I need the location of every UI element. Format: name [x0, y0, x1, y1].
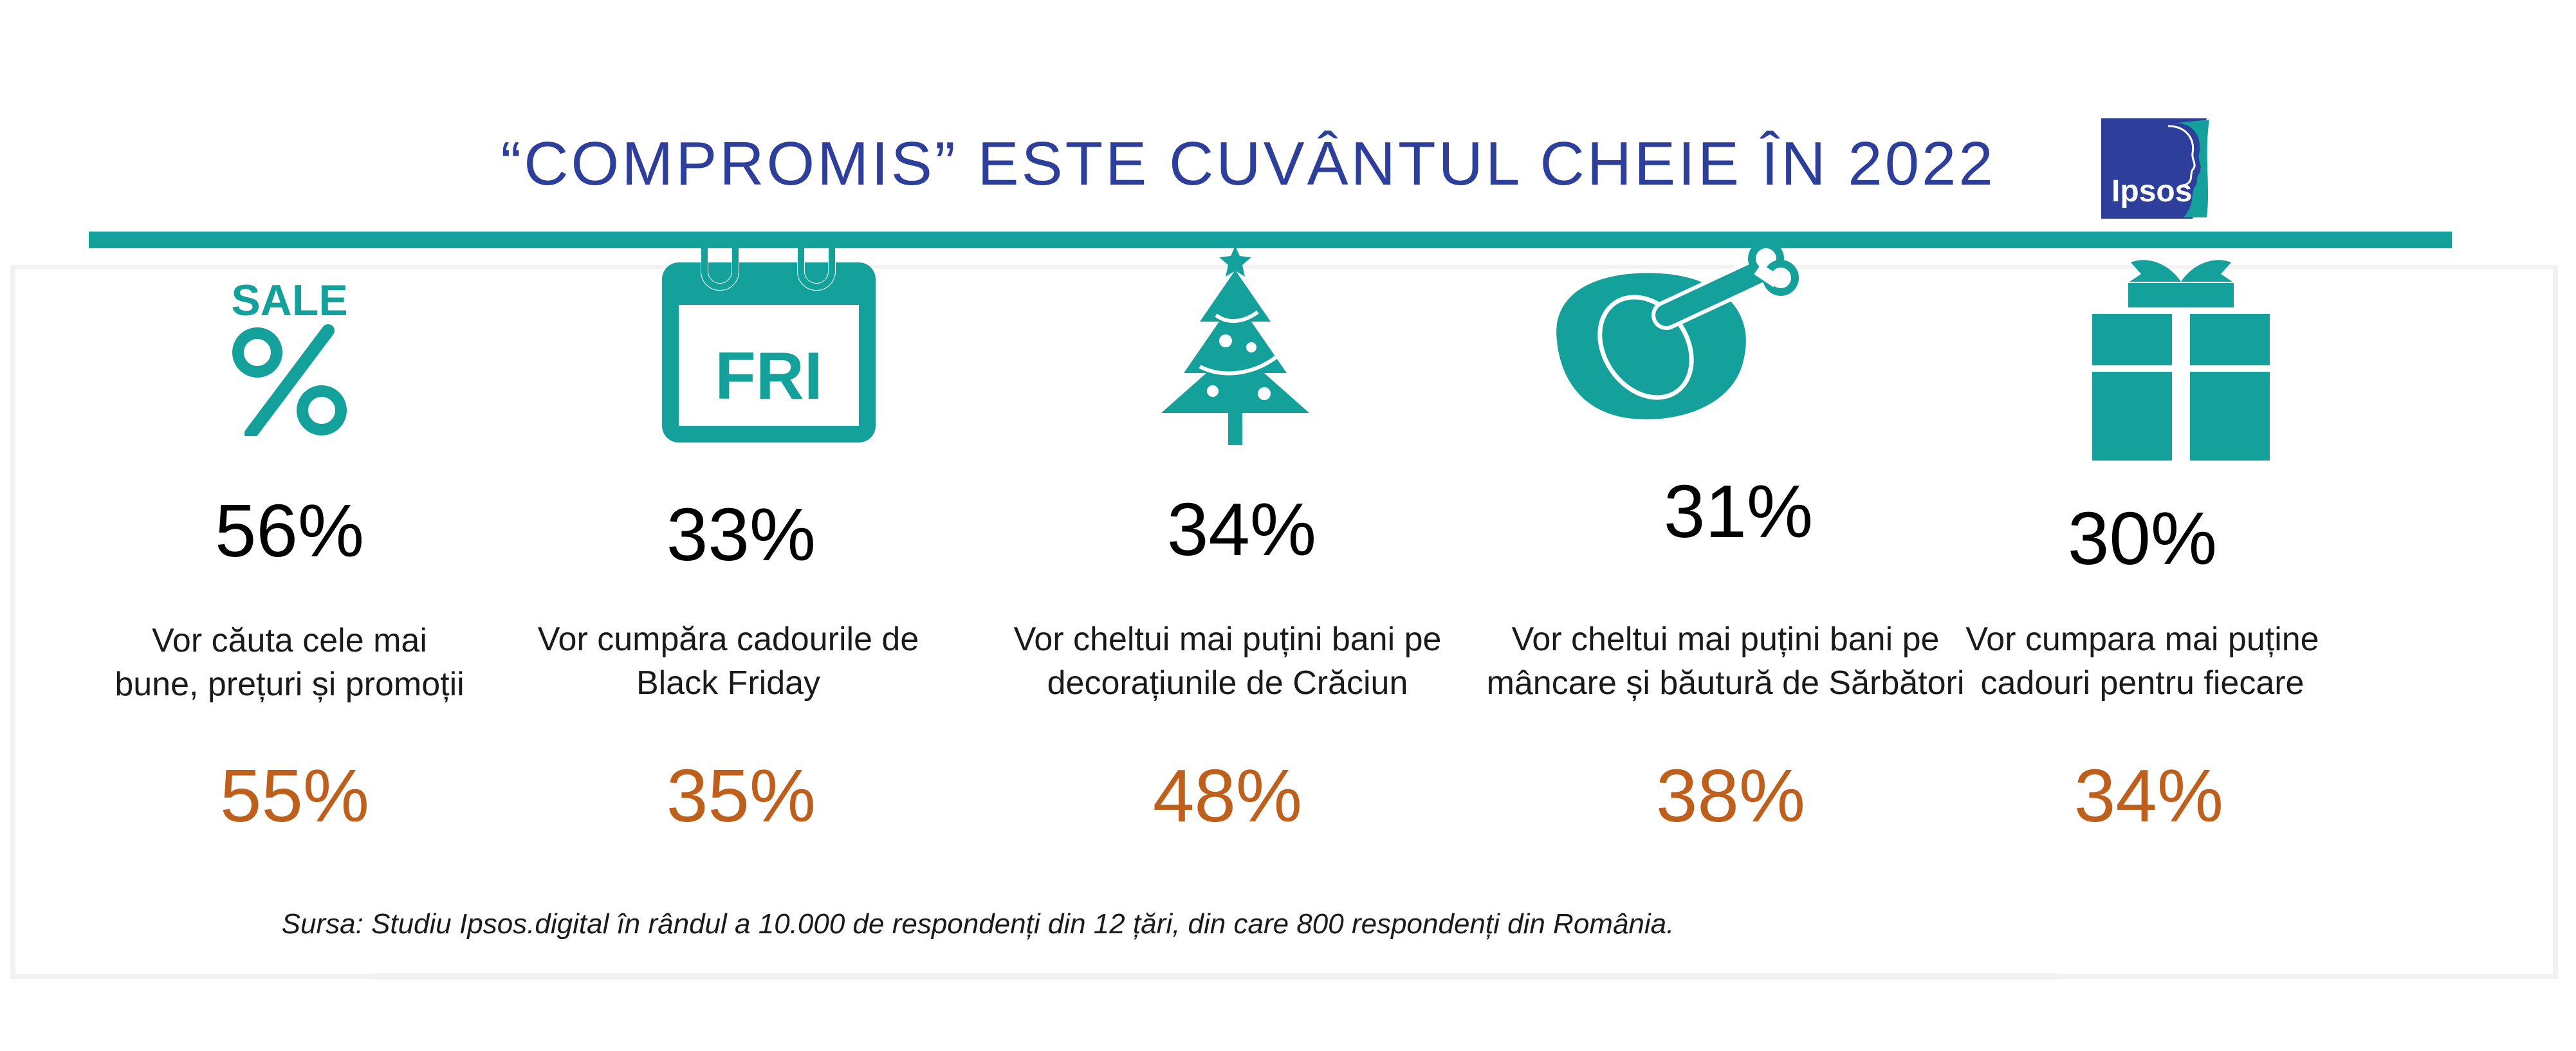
- footer-divider: [373, 973, 2059, 980]
- ipsos-logo: Ipsos: [2096, 117, 2212, 220]
- gift-box-icon: [2091, 256, 2271, 465]
- stat-value: 56%: [214, 489, 365, 572]
- stat-description: Vor cumpara mai puține cadouri pentru fi…: [1965, 621, 2319, 702]
- roast-chicken-icon: [1550, 241, 1840, 428]
- stat-description: Vor căuta cele mai bune, prețuri și prom…: [115, 622, 465, 703]
- stat-comparison-value: 34%: [2074, 754, 2224, 837]
- stat-description: Vor cumpăra cadourile de Black Friday: [537, 621, 919, 702]
- page-title: “COMPROMIS” ESTE CUVÂNTUL CHEIE ÎN 2022: [501, 129, 1996, 198]
- calendar-friday-icon: FRI: [653, 246, 885, 455]
- divider-rule: [89, 232, 2452, 248]
- stat-value: 31%: [1663, 470, 1814, 553]
- stat-value: 30%: [2067, 497, 2218, 580]
- stat-comparison-value: 35%: [666, 754, 816, 837]
- svg-text:SALE: SALE: [231, 276, 347, 325]
- stat-comparison-value: 55%: [219, 754, 370, 837]
- stat-description: Vor cheltui mai puțini bani pe mâncare ș…: [1486, 621, 1965, 702]
- stat-value: 34%: [1166, 488, 1317, 571]
- stat-comparison-value: 48%: [1152, 754, 1303, 837]
- stat-comparison-value: 38%: [1655, 754, 1806, 837]
- svg-text:FRI: FRI: [715, 339, 823, 414]
- stat-value: 33%: [666, 493, 816, 576]
- christmas-tree-icon: [1155, 244, 1316, 453]
- stat-description: Vor cheltui mai puțini bani pe decorațiu…: [1013, 621, 1442, 702]
- sale-percent-icon: SALE: [225, 275, 354, 440]
- source-note: Sursa: Studiu Ipsos.digital în rândul a …: [281, 908, 1675, 940]
- logo-text: Ipsos: [2111, 174, 2193, 208]
